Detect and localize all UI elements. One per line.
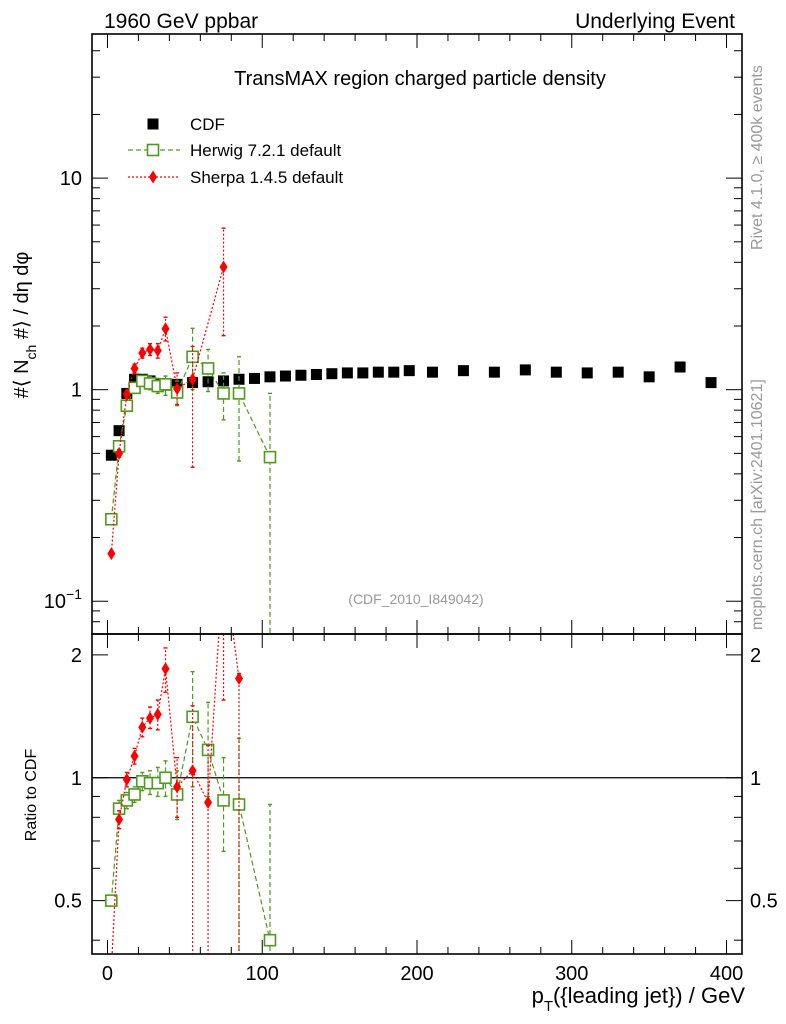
cdf-point — [705, 377, 717, 389]
header-right: Underlying Event — [575, 10, 735, 33]
legend-label: CDF — [190, 115, 225, 134]
cdf-point — [113, 425, 125, 437]
sherpa-point — [138, 346, 147, 360]
sherpa-point — [115, 446, 124, 460]
sherpa-point — [219, 260, 228, 274]
x-tick-label: 400 — [710, 963, 743, 985]
x-tick-label: 0 — [102, 963, 113, 985]
cdf-point — [310, 368, 322, 380]
cdf-point — [326, 368, 338, 380]
herwig-point — [186, 350, 199, 364]
sherpa-point — [153, 344, 162, 358]
ratio-plot-frame — [91, 633, 743, 955]
sherpa-point — [130, 361, 139, 375]
sherpa-point — [107, 547, 116, 561]
legend-label: Sherpa 1.4.5 default — [190, 168, 343, 187]
y-tick-label-right: 2 — [750, 645, 761, 667]
cdf-point — [643, 371, 655, 383]
x-tick-label: 300 — [555, 963, 588, 985]
herwig-point — [105, 894, 118, 907]
cdf-point — [550, 366, 562, 378]
cdf-point — [105, 449, 117, 461]
x-axis-label: pT({leading jet}) / GeV — [532, 983, 746, 1015]
y-tick-label-right: 0.5 — [750, 891, 778, 913]
x-tick-label: 200 — [400, 963, 433, 985]
cdf-point — [612, 366, 624, 378]
sherpa-point — [161, 662, 170, 676]
legend-herwig-marker — [146, 143, 160, 157]
y-tick-label: 10 — [60, 168, 82, 190]
sherpa-point — [115, 813, 124, 827]
ratio-y-axis-label: Ratio to CDF — [23, 749, 40, 842]
sherpa-point — [188, 764, 197, 778]
cdf-point — [581, 367, 593, 379]
sherpa-point — [122, 773, 131, 787]
y-tick-label: 0.5 — [54, 891, 82, 913]
herwig-point — [128, 788, 141, 801]
sherpa-point — [122, 387, 131, 401]
sherpa-point — [235, 672, 244, 686]
cdf-point — [426, 366, 438, 378]
herwig-point — [232, 387, 246, 400]
y-tick-label: 2 — [71, 645, 82, 667]
cdf-point — [372, 366, 384, 378]
analysis-tag: (CDF_2010_I849042) — [348, 591, 483, 607]
legend: CDF Herwig 7.2.1 default Sherpa 1.4.5 defa… — [128, 115, 343, 187]
herwig-point — [186, 710, 199, 724]
sherpa-point — [188, 372, 197, 386]
herwig-point — [201, 362, 215, 375]
cdf-point — [264, 371, 276, 383]
sherpa-point — [153, 707, 162, 721]
sherpa-point — [220, 554, 228, 567]
sherpa-point — [138, 720, 147, 734]
cdf-point — [249, 372, 260, 384]
sherpa-point — [204, 795, 213, 809]
cdf-point — [357, 367, 369, 379]
cdf-point — [674, 361, 686, 373]
herwig-point — [128, 381, 141, 395]
chart-title: TransMAX region charged particle density — [234, 68, 606, 90]
cdf-point — [488, 366, 500, 378]
x-tick-label: 100 — [246, 963, 279, 985]
cdf-point — [279, 370, 291, 382]
herwig-point — [159, 771, 172, 785]
sherpa-point — [146, 711, 155, 725]
herwig-point — [217, 794, 230, 807]
herwig-point — [232, 798, 246, 811]
sherpa-point — [173, 780, 182, 794]
sherpa-point — [173, 382, 182, 396]
legend-label: Herwig 7.2.1 default — [190, 141, 341, 160]
sherpa-line — [111, 634, 240, 954]
legend-sherpa-marker — [149, 170, 157, 184]
herwig-point — [263, 933, 277, 947]
rivet-version-label: Rivet 4.1.0, ≥ 400k events — [749, 65, 766, 250]
cdf-point — [129, 373, 141, 385]
cdf-point — [388, 366, 400, 378]
y-tick-label-right: 1 — [750, 768, 761, 790]
sherpa-point — [130, 749, 139, 763]
sherpa-point — [161, 322, 170, 336]
cdf-point — [218, 375, 230, 387]
cdf-point — [519, 364, 531, 376]
main-y-axis-label: #⟨ Nch #⟩ / dη dφ — [11, 252, 39, 399]
herwig-point — [159, 378, 172, 391]
y-tick-label: 10−1 — [44, 586, 82, 613]
herwig-point — [105, 512, 118, 526]
mcplots-label: mcplots.cern.ch [arXiv:2401.10621] — [749, 379, 766, 630]
sherpa-point — [146, 342, 155, 356]
cdf-point — [457, 365, 469, 377]
cdf-point — [403, 365, 415, 377]
header-left: 1960 GeV ppbar — [104, 10, 258, 33]
y-tick-label: 1 — [71, 380, 82, 402]
herwig-point — [263, 450, 277, 464]
cdf-point — [295, 369, 307, 381]
y-tick-label: 1 — [71, 768, 82, 790]
legend-cdf-marker — [147, 118, 159, 130]
herwig-point — [120, 399, 134, 412]
herwig-point — [217, 387, 230, 400]
cdf-point — [341, 367, 353, 379]
